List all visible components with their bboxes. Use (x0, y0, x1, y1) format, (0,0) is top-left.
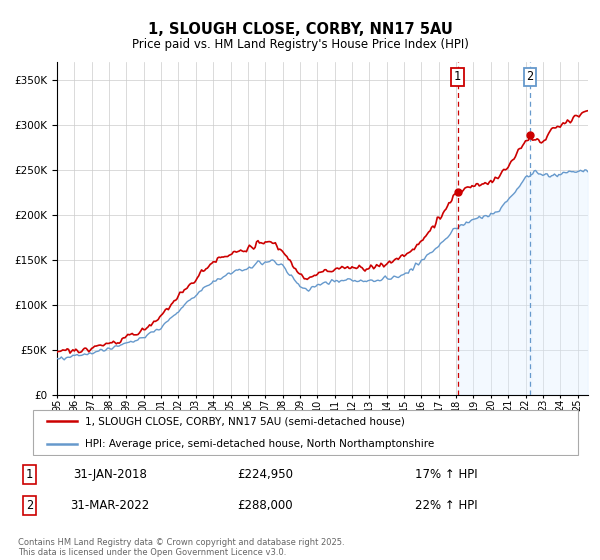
Text: 31-MAR-2022: 31-MAR-2022 (70, 499, 149, 512)
Text: 17% ↑ HPI: 17% ↑ HPI (415, 468, 478, 481)
Text: £288,000: £288,000 (238, 499, 293, 512)
Text: £224,950: £224,950 (238, 468, 293, 481)
Text: 22% ↑ HPI: 22% ↑ HPI (415, 499, 478, 512)
Text: 2: 2 (526, 71, 533, 83)
Text: 1: 1 (454, 71, 461, 83)
Text: 31-JAN-2018: 31-JAN-2018 (73, 468, 147, 481)
Text: 2: 2 (26, 499, 33, 512)
Text: Contains HM Land Registry data © Crown copyright and database right 2025.
This d: Contains HM Land Registry data © Crown c… (18, 538, 344, 557)
Text: Price paid vs. HM Land Registry's House Price Index (HPI): Price paid vs. HM Land Registry's House … (131, 38, 469, 51)
Text: 1: 1 (26, 468, 33, 481)
Text: 1, SLOUGH CLOSE, CORBY, NN17 5AU (semi-detached house): 1, SLOUGH CLOSE, CORBY, NN17 5AU (semi-d… (85, 416, 405, 426)
Text: 1, SLOUGH CLOSE, CORBY, NN17 5AU: 1, SLOUGH CLOSE, CORBY, NN17 5AU (148, 22, 452, 38)
Text: HPI: Average price, semi-detached house, North Northamptonshire: HPI: Average price, semi-detached house,… (85, 438, 434, 449)
FancyBboxPatch shape (33, 410, 578, 455)
